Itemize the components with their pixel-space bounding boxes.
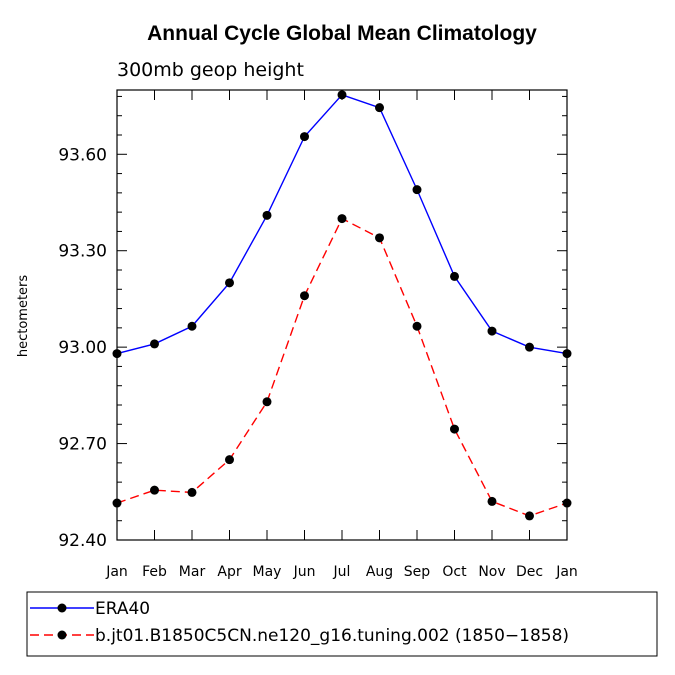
plot-frame	[116, 89, 568, 541]
series-1-point	[525, 511, 534, 521]
x-tick-label: Nov	[478, 564, 505, 580]
chart-subtitle: 300mb geop height	[117, 59, 304, 81]
series-0-point	[150, 339, 159, 349]
series-0-point	[562, 349, 572, 359]
x-tick-label: Jan	[555, 564, 578, 580]
y-tick-label: 93.30	[58, 242, 107, 262]
series-1-point	[150, 485, 159, 495]
x-tick-label: Sep	[404, 564, 431, 580]
series-0-point	[300, 132, 309, 142]
y-tick-label: 93.60	[58, 145, 107, 165]
x-tick-labels: Jan Feb Mar Apr May Jun Jul Aug Sep Oct Nov Dec Jan	[105, 564, 578, 580]
series-0-point	[487, 326, 497, 336]
series-1-point	[225, 455, 234, 465]
x-tick-label: Mar	[179, 564, 206, 580]
series-1-point	[337, 214, 347, 224]
legend: ERA40 b.jt01.B1850C5CN.ne120_g16.tuning.0…	[26, 591, 658, 657]
series-1-point	[112, 498, 122, 508]
series-0-point	[450, 271, 459, 281]
y-tick-label: 92.70	[58, 435, 107, 455]
legend-box	[26, 591, 658, 657]
series-1-point	[187, 487, 197, 497]
series-0-point	[112, 349, 122, 359]
legend-label-0: ERA40	[95, 599, 150, 619]
legend-items: ERA40 b.jt01.B1850C5CN.ne120_g16.tuning.0…	[30, 599, 569, 646]
x-tick-label: Dec	[516, 564, 543, 580]
series-0-point	[225, 278, 234, 288]
legend-label-1: b.jt01.B1850C5CN.ne120_g16.tuning.002 (1…	[95, 626, 569, 646]
x-tick-label: Jan	[105, 564, 128, 580]
axis-ticks	[116, 90, 568, 541]
series-0-point	[525, 342, 534, 352]
series-0-point	[375, 103, 384, 113]
series-1-point	[262, 397, 272, 407]
legend-marker-0	[57, 603, 67, 613]
series-line-1	[116, 217, 568, 517]
x-tick-label: Aug	[366, 564, 393, 580]
series-0-point	[412, 185, 422, 195]
y-tick-label: 93.00	[58, 338, 107, 358]
y-axis-label: hectometers	[16, 275, 31, 358]
y-tick-labels: 92.40 92.70 93.00 93.30 93.60	[58, 145, 107, 551]
series-0-point	[187, 321, 197, 331]
series-0-point	[337, 90, 347, 100]
series-1-point	[300, 291, 309, 301]
series-1-point	[412, 321, 422, 331]
x-tick-label: May	[253, 564, 282, 580]
series-layer	[112, 90, 572, 521]
x-tick-label: Jun	[293, 564, 316, 580]
x-tick-label: Oct	[442, 564, 467, 580]
chart-title: Annual Cycle Global Mean Climatology	[147, 22, 537, 45]
series-1-point	[375, 233, 384, 243]
series-1-point	[562, 498, 572, 508]
x-tick-label: Apr	[217, 564, 241, 580]
x-tick-label: Feb	[142, 564, 167, 580]
x-tick-label: Jul	[333, 564, 351, 580]
series-line-0	[116, 94, 568, 355]
y-tick-label: 92.40	[58, 531, 107, 551]
legend-marker-1	[57, 630, 67, 640]
series-1-point	[450, 424, 459, 434]
series-0-point	[262, 210, 272, 220]
series-1-point	[487, 496, 497, 506]
